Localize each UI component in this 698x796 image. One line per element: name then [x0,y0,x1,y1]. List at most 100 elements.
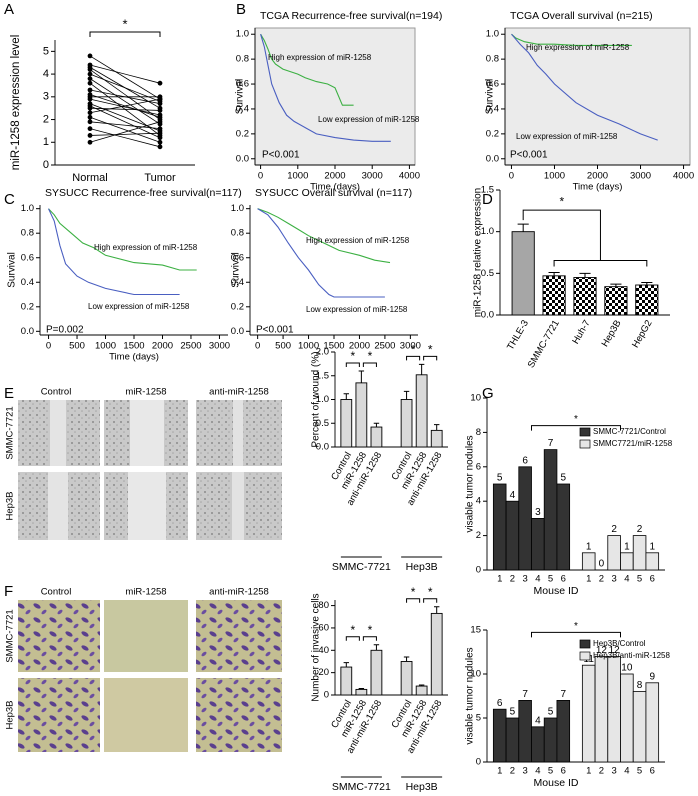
y-tick-label: 80 [318,600,329,611]
group-label: Hep3B [406,561,438,573]
x-tick-label: 500 [275,341,291,352]
error-bar [373,422,380,428]
x-tick-label: 4000 [673,171,694,182]
y-tick-label: 5 [476,713,481,724]
y-tick-label: 2 [476,530,481,541]
error-bar [343,393,350,400]
y-tick-label: 15 [470,625,481,636]
legend-label: SMMC7721/miR-1258 [593,439,673,448]
y-tick-label: 4 [43,68,49,80]
column-label: miR-1258 [125,387,166,398]
dot [157,135,163,141]
pair-line [89,69,161,120]
y-axis-label: visable tumor nodules [465,435,476,532]
y-tick-label: 0.6 [486,79,499,90]
error-bar [517,223,529,232]
x-tick-label: 2 [510,574,515,585]
pair-line [89,78,161,125]
x-tick-label: 2 [599,574,604,585]
y-tick-label: 0.8 [231,228,244,239]
significance-bracket [345,362,360,367]
bar [543,717,558,763]
y-axis-label: Survival [7,252,18,288]
data-label: 5 [548,707,554,718]
y-tick-label: 20 [318,667,329,678]
significance: * [574,414,578,425]
error-bar [579,272,591,278]
p-value: P=0.002 [46,325,84,336]
x-tick-label: 6 [561,766,566,777]
x-tick-label: 2000 [324,171,345,182]
survival-curve [257,208,391,264]
y-tick-label: 0.5 [316,418,329,429]
column-label: anti-miR-1258 [209,387,269,398]
x-tick-label: 0 [509,171,514,182]
data-label: 6 [497,698,503,709]
bar [400,399,413,448]
group-label: Hep3B [406,781,438,793]
dot [87,71,93,77]
data-label: 5 [497,473,503,484]
error-bar [373,644,380,651]
bar [370,426,383,448]
data-label: 5 [510,707,516,718]
x-tick-label: 5 [637,766,642,777]
pair-line [89,116,161,143]
x-tick-label: 2 [599,766,604,777]
x-tick-label: 2000 [349,341,370,352]
error-bar [358,370,365,383]
x-tick-label: 4000 [399,171,420,182]
bar [581,664,596,763]
bar [340,399,353,448]
error-bar [358,688,365,690]
dot [87,96,93,102]
x-axis-label: Time (days) [310,182,360,193]
y-tick-label: 10 [470,393,481,404]
y-tick-label: 1.0 [316,394,329,405]
significance-bracket [522,209,648,267]
p-value: P<0.001 [262,150,300,161]
column-label: miR-1258 [125,587,166,598]
significance-bracket [423,598,438,603]
error-bar [343,662,350,668]
x-tick-label: Huh-7 [570,318,592,346]
bar [594,656,609,763]
x-tick-label: Hep3B [600,318,624,349]
x-tick-label: 3 [522,766,527,777]
column-label: Control [41,587,72,598]
y-tick-label: 0.0 [231,326,244,337]
chart-title: SYSUCC Overall survival (n=117) [255,187,412,199]
y-tick-label: 10 [470,669,481,680]
data-label: 1 [624,541,630,552]
bar [635,284,659,316]
data-label: 4 [535,715,541,726]
dot [87,53,93,59]
invasion-images [18,600,282,752]
bar [340,666,353,696]
x-tick-label: HepG2 [630,318,655,350]
bar [543,449,558,571]
significance-bracket [531,631,621,638]
bar [632,535,647,571]
x-tick-label: 2000 [152,341,173,352]
row-label: Hep3B [5,700,16,729]
bar [581,552,596,571]
y-tick-label: 0.0 [486,153,499,164]
data-label: 4 [510,490,516,501]
y-tick-label: 0.2 [236,128,249,139]
significance: * [428,585,433,599]
x-tick-label: 6 [561,574,566,585]
dot [157,126,163,132]
significance-bracket [362,636,377,641]
bar [518,700,532,763]
significance-bracket [531,425,621,431]
x-tick-label: SMMC-7721 [526,318,562,370]
y-tick-label: 0.0 [236,153,249,164]
bar [430,612,443,696]
x-tick-label: 3000 [209,341,230,352]
pair-line [89,132,161,136]
y-tick-label: 5 [43,45,49,57]
x-tick-label: 1 [497,766,502,777]
significance: * [350,623,355,637]
